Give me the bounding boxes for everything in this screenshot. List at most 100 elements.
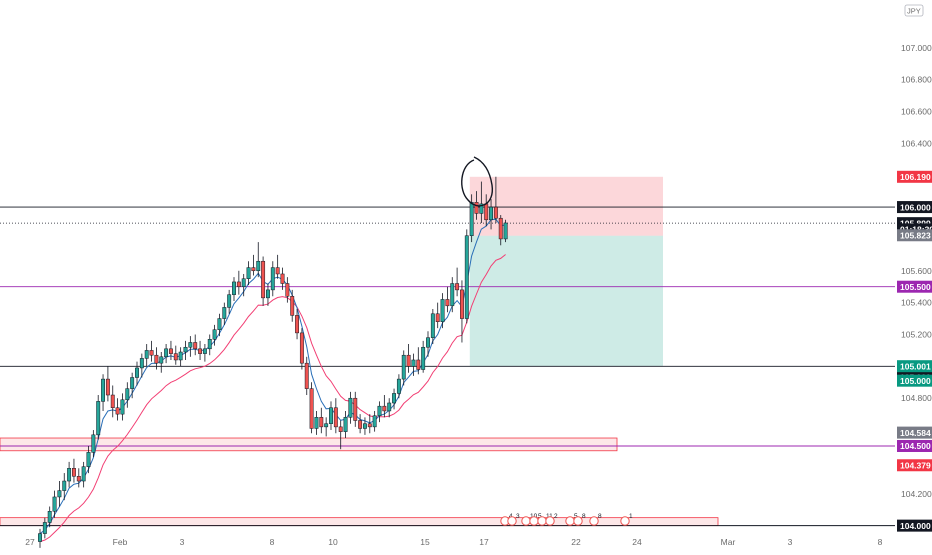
candle-body xyxy=(72,468,76,477)
red-tag-bg xyxy=(897,459,932,472)
currency-badge-box xyxy=(904,4,924,17)
candle-body xyxy=(183,346,188,353)
candle-body xyxy=(154,354,159,364)
target-tag-label: 105.001 xyxy=(900,361,931,371)
candle xyxy=(198,340,203,360)
candle-body xyxy=(52,496,57,512)
tag-support-104[interactable]: 104.000 xyxy=(897,519,932,532)
candle xyxy=(47,506,52,528)
candle xyxy=(232,277,236,302)
candle xyxy=(266,283,270,306)
candle xyxy=(363,417,367,435)
candle-body xyxy=(202,348,207,354)
event-flag-icon xyxy=(589,516,599,526)
candle xyxy=(91,430,96,458)
candle xyxy=(178,347,183,367)
position-tool[interactable] xyxy=(469,176,663,367)
tag-purple-105-5[interactable]: 105.500 xyxy=(897,280,932,293)
event-marker[interactable]: 1 xyxy=(620,513,633,526)
candle xyxy=(246,261,251,286)
candle-body xyxy=(280,273,285,284)
candle xyxy=(125,382,130,408)
stop-tag-label: 106.190 xyxy=(900,172,931,182)
candle-body xyxy=(270,267,275,291)
price-tick-label: 105.400 xyxy=(901,298,932,308)
tag-purple-105-5-label: 105.500 xyxy=(900,282,931,292)
event-count: 3 xyxy=(516,513,520,520)
time-tick-label: 8 xyxy=(270,537,275,547)
event-count: 5 xyxy=(574,513,578,520)
tag-resistance-106[interactable]: 106.000 xyxy=(897,201,932,214)
event-marker[interactable]: 8 xyxy=(589,513,602,526)
candle-body xyxy=(275,267,280,275)
candle xyxy=(280,267,285,290)
candle-body xyxy=(416,359,421,370)
candle-body xyxy=(498,217,503,240)
candle-body xyxy=(460,289,464,319)
target-zone[interactable] xyxy=(469,235,663,367)
candle-body xyxy=(338,426,343,432)
ma-tag-bg xyxy=(897,229,932,242)
candle-body xyxy=(367,423,372,428)
stop-tag[interactable]: 106.190 xyxy=(897,170,932,183)
event-marker[interactable]: 2 xyxy=(545,513,558,526)
candle-body xyxy=(96,401,101,436)
event-markers[interactable]: 431051125881 xyxy=(500,513,633,526)
event-flag-icon xyxy=(507,516,517,526)
event-count: 2 xyxy=(554,513,558,520)
candle xyxy=(455,267,460,297)
grey-tag-bg xyxy=(897,426,932,439)
event-marker[interactable]: 8 xyxy=(573,513,586,526)
time-axis[interactable]: 27 Feb 3 8 10 15 17 22 24 Mar 3 8 xyxy=(25,537,882,547)
candle-body xyxy=(38,533,42,542)
candle-body xyxy=(261,260,266,299)
target-tag[interactable]: 105.001 xyxy=(897,360,932,373)
candle xyxy=(217,313,222,337)
time-tick-label: 3 xyxy=(180,537,185,547)
event-flag-icon xyxy=(573,516,583,526)
target2-tag[interactable]: 105.000 xyxy=(897,374,932,387)
candle-body xyxy=(241,278,246,287)
candle-body xyxy=(62,480,67,491)
candle-body xyxy=(329,407,333,424)
candle-body xyxy=(251,267,256,272)
red-tag[interactable]: 104.379 xyxy=(897,459,932,472)
candle-body xyxy=(435,313,440,322)
candle xyxy=(207,334,212,356)
candle xyxy=(421,340,426,373)
candle-body xyxy=(67,468,72,482)
candle xyxy=(76,468,81,488)
candle-body xyxy=(232,281,236,295)
candle xyxy=(256,242,261,278)
tag-purple-104-5[interactable]: 104.500 xyxy=(897,439,932,452)
candle xyxy=(270,261,275,297)
event-marker[interactable]: 3 xyxy=(507,513,520,526)
candle-body xyxy=(125,388,130,401)
grey-tag[interactable]: 104.584 xyxy=(897,426,932,439)
candle-body xyxy=(484,203,489,221)
candle xyxy=(120,393,125,421)
candle xyxy=(86,445,91,474)
currency-badge[interactable]: JPY xyxy=(904,4,924,17)
stop-zone[interactable] xyxy=(469,176,663,236)
ma-tag[interactable]: 105.823 xyxy=(897,229,932,242)
candle-body xyxy=(503,222,508,240)
event-flag-icon xyxy=(529,516,539,526)
candle xyxy=(290,289,295,322)
candle-body xyxy=(299,332,304,364)
candle-body xyxy=(440,299,445,322)
candle-body xyxy=(421,346,426,370)
price-axis[interactable]: 107.000 106.800 106.600 106.400 105.600 105.4… xyxy=(897,4,932,532)
candle xyxy=(144,344,149,367)
candle-body xyxy=(343,417,348,432)
candle xyxy=(319,407,324,434)
price-tick-label: 104.800 xyxy=(901,393,932,403)
target2-tag-bg xyxy=(897,374,932,387)
time-tick-label: 24 xyxy=(632,537,642,547)
candle-body xyxy=(188,342,193,348)
candle-body xyxy=(353,397,358,421)
candle-body xyxy=(493,206,498,219)
event-count: 5 xyxy=(538,513,542,520)
